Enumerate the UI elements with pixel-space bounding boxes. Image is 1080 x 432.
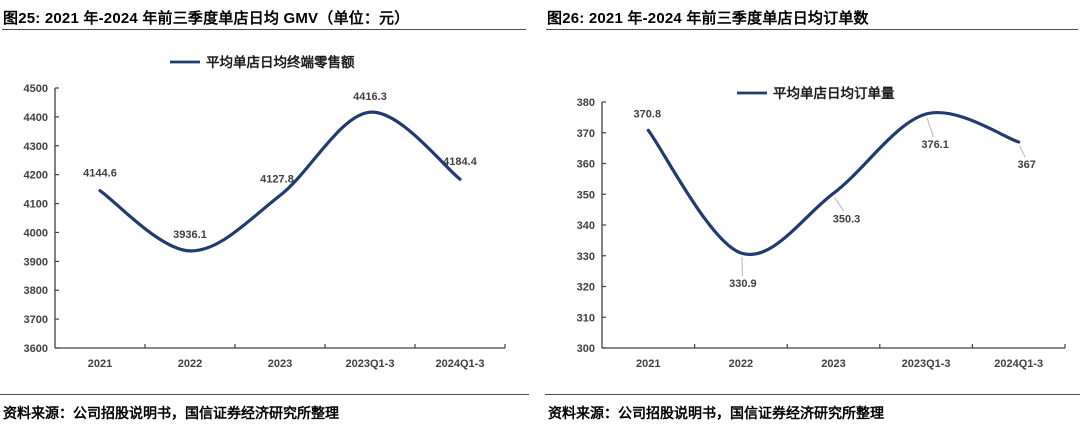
y-axis-label: 4400 — [24, 112, 48, 124]
series-line — [98, 110, 462, 253]
y-axis-label: 340 — [577, 220, 595, 232]
figure26-caption-underline — [546, 29, 1078, 30]
figure26-source-note: 资料来源：公司招股说明书，国信证券经济研究所整理 — [548, 405, 884, 421]
x-axis-label: 2024Q1-3 — [436, 358, 485, 370]
line-chart-orders: 300 310 320 330 340 350 360 370 380 2021 2022 2023 2… — [577, 85, 1066, 370]
data-label: 370.8 — [634, 108, 662, 120]
y-axis-label: 4200 — [24, 170, 48, 182]
data-label: 4127.8 — [260, 174, 294, 186]
y-axis-label: 4300 — [24, 141, 48, 153]
data-label: 350.3 — [833, 213, 861, 225]
y-axis-label: 4100 — [24, 199, 48, 211]
y-axis-label: 380 — [577, 97, 595, 109]
figure25-caption: 图25: 2021 年-2024 年前三季度单店日均 GMV（单位：元） — [3, 10, 410, 27]
x-axis-label: 2021 — [636, 358, 660, 370]
data-label: 4416.3 — [353, 91, 387, 103]
x-axis-label: 2023Q1-3 — [902, 358, 951, 370]
y-axis-label: 350 — [577, 189, 595, 201]
y-axis-label: 310 — [577, 312, 595, 324]
figure26-source-divider — [545, 394, 1080, 395]
x-axis-label: 2023 — [821, 358, 845, 370]
y-axis-label: 360 — [577, 159, 595, 171]
x-axis-label: 2023Q1-3 — [346, 358, 395, 370]
y-axis-label: 4500 — [24, 83, 48, 95]
figure25-source-divider — [0, 394, 529, 395]
data-label: 376.1 — [921, 139, 949, 151]
y-axis-label: 3800 — [24, 285, 48, 297]
x-axis-label: 2021 — [88, 358, 112, 370]
series-line — [646, 111, 1021, 257]
legend-label: 平均单店日均终端零售额 — [206, 54, 355, 70]
data-label-leader-line — [1019, 145, 1026, 158]
x-axis-label: 2022 — [178, 358, 202, 370]
data-label: 4144.6 — [83, 168, 117, 180]
x-axis-label: 2022 — [729, 358, 753, 370]
line-chart-gmv: 3600 3700 3800 3900 4000 4100 4200 4300 4400 4500… — [24, 54, 506, 370]
data-label: 330.9 — [729, 278, 757, 290]
data-label-leader-line — [834, 196, 845, 212]
x-axis-label: 2023 — [268, 358, 292, 370]
figure25-caption-underline — [2, 29, 526, 30]
data-label-leader-line — [741, 256, 744, 277]
y-axis-label: 3900 — [24, 256, 48, 268]
y-axis-label: 320 — [577, 282, 595, 294]
figure26-caption: 图26: 2021 年-2024 年前三季度单店日均订单数 — [547, 10, 869, 27]
legend-label: 平均单店日均订单量 — [773, 85, 895, 101]
y-axis-label: 3700 — [24, 314, 48, 326]
y-axis-label: 330 — [577, 251, 595, 263]
x-axis-label: 2024Q1-3 — [994, 358, 1043, 370]
data-label: 3936.1 — [173, 229, 207, 241]
y-axis-label: 370 — [577, 128, 595, 140]
data-label: 367 — [1018, 159, 1036, 171]
y-axis-label: 300 — [577, 343, 595, 355]
figure25-source-note: 资料来源：公司招股说明书，国信证券经济研究所整理 — [3, 405, 339, 421]
y-axis-label: 3600 — [24, 343, 48, 355]
data-label-leader-line — [926, 117, 934, 138]
y-axis-label: 4000 — [24, 227, 48, 239]
data-label: 4184.4 — [443, 156, 478, 168]
